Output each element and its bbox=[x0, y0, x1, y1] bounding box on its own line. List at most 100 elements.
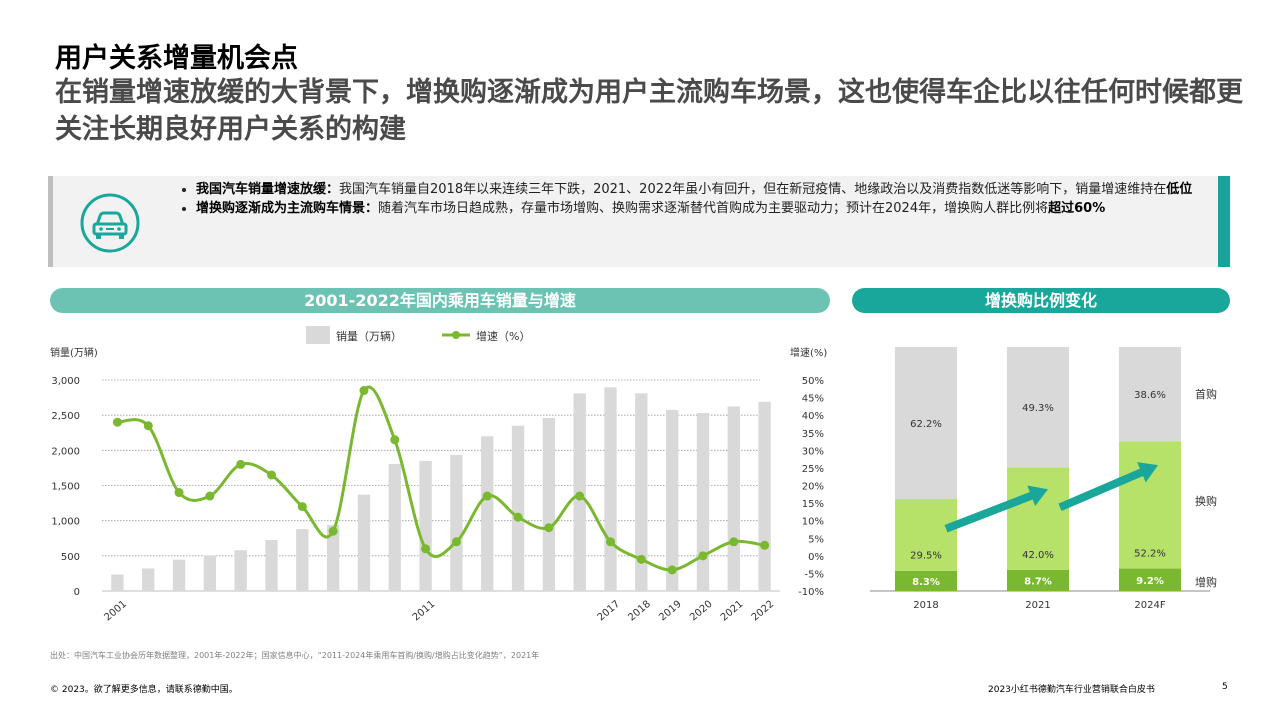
category-label: 2024F bbox=[1134, 600, 1165, 611]
growth-point bbox=[421, 544, 431, 554]
x-tick-label: 2018 bbox=[626, 599, 653, 624]
ratio-segment bbox=[895, 498, 957, 571]
sales-bar bbox=[696, 413, 710, 591]
page-title: 用户关系增量机会点 bbox=[55, 43, 298, 74]
sales-bar bbox=[604, 387, 617, 591]
x-tick-label: 2019 bbox=[657, 599, 684, 624]
growth-point bbox=[390, 435, 400, 445]
y-tick-left: 0 bbox=[74, 587, 80, 598]
report-name: 2023小红书德勤汽车行业营销联合白皮书 bbox=[988, 685, 1155, 695]
segment-label: 52.2% bbox=[1134, 549, 1166, 560]
growth-point bbox=[482, 491, 492, 501]
growth-point bbox=[328, 526, 338, 536]
purchase-ratio-chart: 8.3% 29.5% 62.2% 2018 8.7% 42.0% 49.3% 2021 9.2%… bbox=[870, 347, 1217, 611]
series-label: 增购 bbox=[1195, 575, 1217, 589]
series-label: 换购 bbox=[1195, 494, 1217, 508]
growth-point bbox=[575, 491, 585, 501]
growth-point bbox=[236, 459, 246, 469]
growth-point bbox=[544, 523, 554, 533]
growth-point bbox=[451, 537, 461, 547]
sales-bar bbox=[419, 460, 432, 591]
sales-bar bbox=[234, 550, 247, 591]
y-tick-left: 1,500 bbox=[51, 482, 80, 493]
ratio-segment bbox=[1119, 347, 1181, 442]
growth-point bbox=[729, 537, 739, 547]
sales-bar bbox=[142, 568, 155, 591]
segment-label: 8.7% bbox=[1024, 576, 1052, 587]
legend-swatch-growth-marker bbox=[452, 331, 460, 339]
sales-bar bbox=[727, 406, 740, 591]
y-tick-right: 50% bbox=[802, 376, 824, 387]
bullet-replacement-purchase: 增换购逐渐成为主流购车情景：随着汽车市场日趋成熟，存量市场增购、换购需求逐渐替代… bbox=[196, 199, 1200, 218]
x-tick-label: 2017 bbox=[596, 599, 623, 624]
y-tick-right: -5% bbox=[805, 569, 824, 580]
trend-arrow bbox=[944, 485, 1049, 533]
ratio-segment bbox=[1007, 569, 1069, 591]
page-subtitle: 在销量增速放缓的大背景下，增换购逐渐成为用户主流购车场景，这也使得车企比以往任何… bbox=[55, 77, 1243, 145]
ratio-segment bbox=[895, 347, 957, 499]
y-tick-left: 1,000 bbox=[51, 517, 80, 528]
chart-title-ratio: 增换购比例变化 bbox=[852, 288, 1230, 313]
segment-label: 38.6% bbox=[1134, 390, 1166, 401]
y-tick-right: 35% bbox=[802, 429, 824, 440]
growth-point bbox=[513, 512, 523, 522]
x-tick-label: 2021 bbox=[719, 599, 746, 624]
sales-bar bbox=[635, 393, 648, 591]
trend-arrow-shape bbox=[944, 485, 1049, 533]
ratio-segment bbox=[1007, 467, 1069, 570]
legend-label-sales: 销量（万辆） bbox=[336, 329, 402, 343]
legend-label-growth: 增速（%） bbox=[476, 329, 530, 343]
growth-point bbox=[205, 491, 215, 501]
growth-point bbox=[359, 386, 369, 396]
car-icon bbox=[80, 193, 140, 253]
y-tick-right: 15% bbox=[802, 499, 824, 510]
y-tick-right: 5% bbox=[808, 534, 824, 545]
category-label: 2018 bbox=[913, 600, 938, 611]
growth-point bbox=[760, 540, 770, 550]
trend-arrow-shape bbox=[1058, 462, 1158, 511]
sales-bar bbox=[357, 494, 371, 591]
y-tick-right: 0% bbox=[808, 552, 824, 563]
segment-label: 9.2% bbox=[1136, 576, 1164, 587]
sales-bar bbox=[758, 401, 771, 591]
segment-label: 42.0% bbox=[1022, 550, 1054, 561]
source-note: 出处：中国汽车工业协会历年数据整理，2001年-2022年；国家信息中心，“20… bbox=[50, 651, 540, 660]
growth-point bbox=[636, 554, 646, 564]
segment-label: 29.5% bbox=[910, 551, 942, 562]
bullet-sales-slowdown: 我国汽车销量增速放缓：我国汽车销量自2018年以来连续三年下跌，2021、202… bbox=[196, 180, 1200, 199]
growth-point bbox=[174, 488, 184, 498]
growth-point bbox=[143, 421, 153, 431]
legend-swatch-sales bbox=[306, 326, 330, 344]
ratio-segment bbox=[1119, 568, 1181, 591]
category-label: 2021 bbox=[1025, 600, 1050, 611]
sales-bar bbox=[172, 559, 186, 591]
growth-point bbox=[267, 470, 276, 480]
x-tick-label: 2022 bbox=[750, 599, 777, 624]
x-tick-label: 2011 bbox=[411, 599, 438, 624]
sales-bar bbox=[265, 540, 278, 591]
sales-bar bbox=[665, 409, 679, 591]
info-left-bar bbox=[48, 176, 53, 267]
y-tick-right: -10% bbox=[798, 587, 824, 598]
series-label: 首购 bbox=[1195, 387, 1217, 401]
y-tick-left: 500 bbox=[61, 552, 80, 563]
growth-point bbox=[606, 537, 615, 547]
growth-point bbox=[297, 502, 307, 512]
growth-point bbox=[112, 417, 122, 427]
trend-arrow bbox=[1058, 462, 1158, 511]
sales-bar bbox=[203, 555, 217, 591]
sales-bar bbox=[326, 524, 340, 591]
y-tick-right: 45% bbox=[802, 394, 824, 405]
y-tick-right: 30% bbox=[802, 446, 824, 457]
sales-growth-chart: 销量（万辆） 增速（%） 销量(万辆) 增速(%) 0 500 1,000 1,500 2,00… bbox=[50, 326, 827, 624]
y-tick-left: 3,000 bbox=[51, 376, 80, 387]
ratio-segment bbox=[895, 570, 957, 591]
copyright: © 2023。欲了解更多信息，请联系德勤中国。 bbox=[50, 685, 238, 695]
sales-bar bbox=[296, 529, 309, 591]
segment-label: 8.3% bbox=[912, 577, 940, 588]
info-bullets: 我国汽车销量增速放缓：我国汽车销量自2018年以来连续三年下跌，2021、202… bbox=[180, 180, 1200, 218]
growth-point bbox=[667, 565, 677, 575]
y-axis-left-title: 销量(万辆) bbox=[50, 346, 98, 359]
y-tick-right: 40% bbox=[802, 411, 824, 422]
sales-bar bbox=[111, 574, 124, 591]
